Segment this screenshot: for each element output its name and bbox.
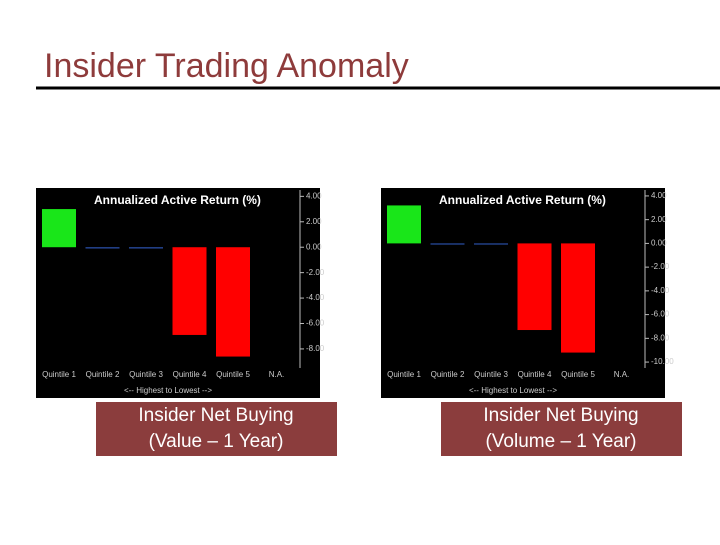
bar <box>387 205 421 244</box>
x-tick-label: Quintile 4 <box>173 370 207 379</box>
bar <box>517 243 552 331</box>
x-axis-label: <-- Highest to Lowest --> <box>124 386 212 395</box>
x-tick-label: Quintile 3 <box>474 370 508 379</box>
y-tick-label: -2.00 <box>306 268 325 277</box>
x-tick-label: Quintile 5 <box>216 370 250 379</box>
bar <box>85 247 120 249</box>
bar <box>561 243 595 353</box>
y-tick-label: 0.00 <box>651 239 667 248</box>
y-tick-label: -6.00 <box>651 310 670 319</box>
y-tick-label: 0.00 <box>306 242 322 251</box>
bar <box>42 209 76 248</box>
x-tick-label: Quintile 5 <box>561 370 595 379</box>
y-tick-label: -8.00 <box>651 333 670 342</box>
y-tick-label: 4.00 <box>306 191 322 200</box>
y-tick-label: -2.00 <box>651 262 670 271</box>
y-tick-label: 4.00 <box>651 191 667 200</box>
x-tick-label: Quintile 1 <box>42 370 76 379</box>
x-tick-label: N.A. <box>269 370 285 379</box>
x-tick-label: Quintile 4 <box>518 370 552 379</box>
y-tick-label: -10.00 <box>651 357 674 366</box>
bar <box>474 243 508 245</box>
x-tick-label: Quintile 1 <box>387 370 421 379</box>
bar <box>172 247 207 335</box>
y-tick-label: 2.00 <box>651 215 667 224</box>
caption-box <box>96 402 337 456</box>
y-tick-label: -6.00 <box>306 319 325 328</box>
chart-title: Annualized Active Return (%) <box>439 193 606 207</box>
x-tick-label: Quintile 3 <box>129 370 163 379</box>
x-tick-label: Quintile 2 <box>86 370 120 379</box>
y-tick-label: -4.00 <box>306 293 325 302</box>
x-tick-label: N.A. <box>614 370 630 379</box>
y-tick-label: 2.00 <box>306 217 322 226</box>
caption-box <box>441 402 682 456</box>
y-tick-label: -4.00 <box>651 286 670 295</box>
x-axis-label: <-- Highest to Lowest --> <box>469 386 557 395</box>
caption: Insider Net Buying (Value – 1 Year) <box>138 405 293 452</box>
bar <box>129 247 163 249</box>
chart-title: Annualized Active Return (%) <box>94 193 261 207</box>
bar <box>216 247 250 357</box>
caption: Insider Net Buying (Volume – 1 Year) <box>483 405 638 452</box>
y-tick-label: -8.00 <box>306 344 325 353</box>
x-tick-label: Quintile 2 <box>431 370 465 379</box>
slide-title: Insider Trading Anomaly <box>44 47 409 85</box>
bar <box>430 243 465 245</box>
